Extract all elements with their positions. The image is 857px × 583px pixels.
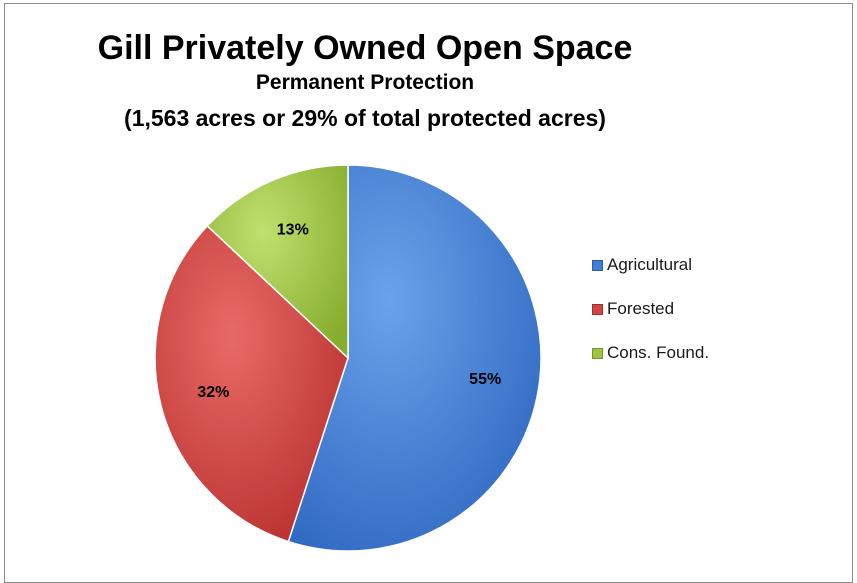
legend-swatch — [592, 303, 603, 315]
chart-subtitle-acres: (1,563 acres or 29% of total protected a… — [124, 105, 606, 131]
chart-title-block: Gill Privately Owned Open Space Permanen… — [0, 28, 730, 134]
legend-item-agricultural: Agricultural — [592, 254, 709, 276]
pie-slices — [154, 164, 542, 552]
legend-swatch — [592, 347, 603, 359]
legend-item-forested: Forested — [592, 298, 709, 320]
legend-item-cons-found: Cons. Found. — [592, 342, 709, 364]
pie-slice-cons-found — [206, 164, 349, 360]
chart-legend: Agricultural Forested Cons. Found. — [592, 254, 709, 386]
pie-chart: 55% 32% 13% — [154, 164, 542, 552]
data-label-agricultural: 55% — [469, 371, 501, 388]
data-label-cons-found: 13% — [277, 222, 309, 239]
chart-title: Gill Privately Owned Open Space — [97, 29, 633, 67]
data-label-forested: 32% — [197, 384, 229, 401]
pie-data-labels: 55% 32% 13% — [197, 222, 501, 401]
legend-label: Cons. Found. — [607, 343, 710, 362]
pie-slice-agricultural — [287, 164, 542, 552]
legend-label: Forested — [607, 299, 675, 318]
chart-subtitle: Permanent Protection — [255, 71, 475, 94]
legend-label: Agricultural — [607, 255, 693, 274]
legend-swatch — [592, 259, 603, 271]
pie-slice-forested — [154, 224, 349, 543]
